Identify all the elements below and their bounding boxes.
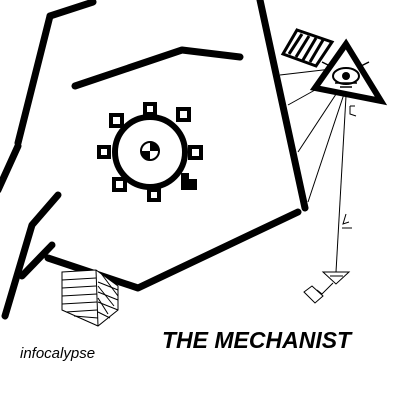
triangle-eye-icon bbox=[309, 38, 388, 106]
hand-outline bbox=[0, 0, 309, 320]
hand-knuckle-stroke bbox=[0, 142, 22, 193]
hand-top-stroke bbox=[46, 0, 97, 20]
hand-right-edge bbox=[256, 0, 309, 212]
hand-finger-line bbox=[71, 46, 244, 90]
thumb-outer bbox=[1, 191, 62, 320]
gear-icon bbox=[97, 102, 203, 202]
gear-teeth bbox=[97, 102, 203, 202]
publisher-label: infocalypse bbox=[20, 345, 96, 362]
striped-tile-icon bbox=[280, 28, 335, 68]
thumb-inner bbox=[18, 241, 56, 280]
eye-pupil bbox=[342, 72, 350, 80]
hatched-prism-icon bbox=[61, 269, 119, 327]
game-title: THE MECHANIST bbox=[162, 327, 352, 353]
plumb-line bbox=[303, 95, 357, 304]
hand-left-edge bbox=[14, 12, 54, 147]
hand-bottom-edge bbox=[44, 208, 302, 292]
gear-hub bbox=[140, 141, 160, 161]
